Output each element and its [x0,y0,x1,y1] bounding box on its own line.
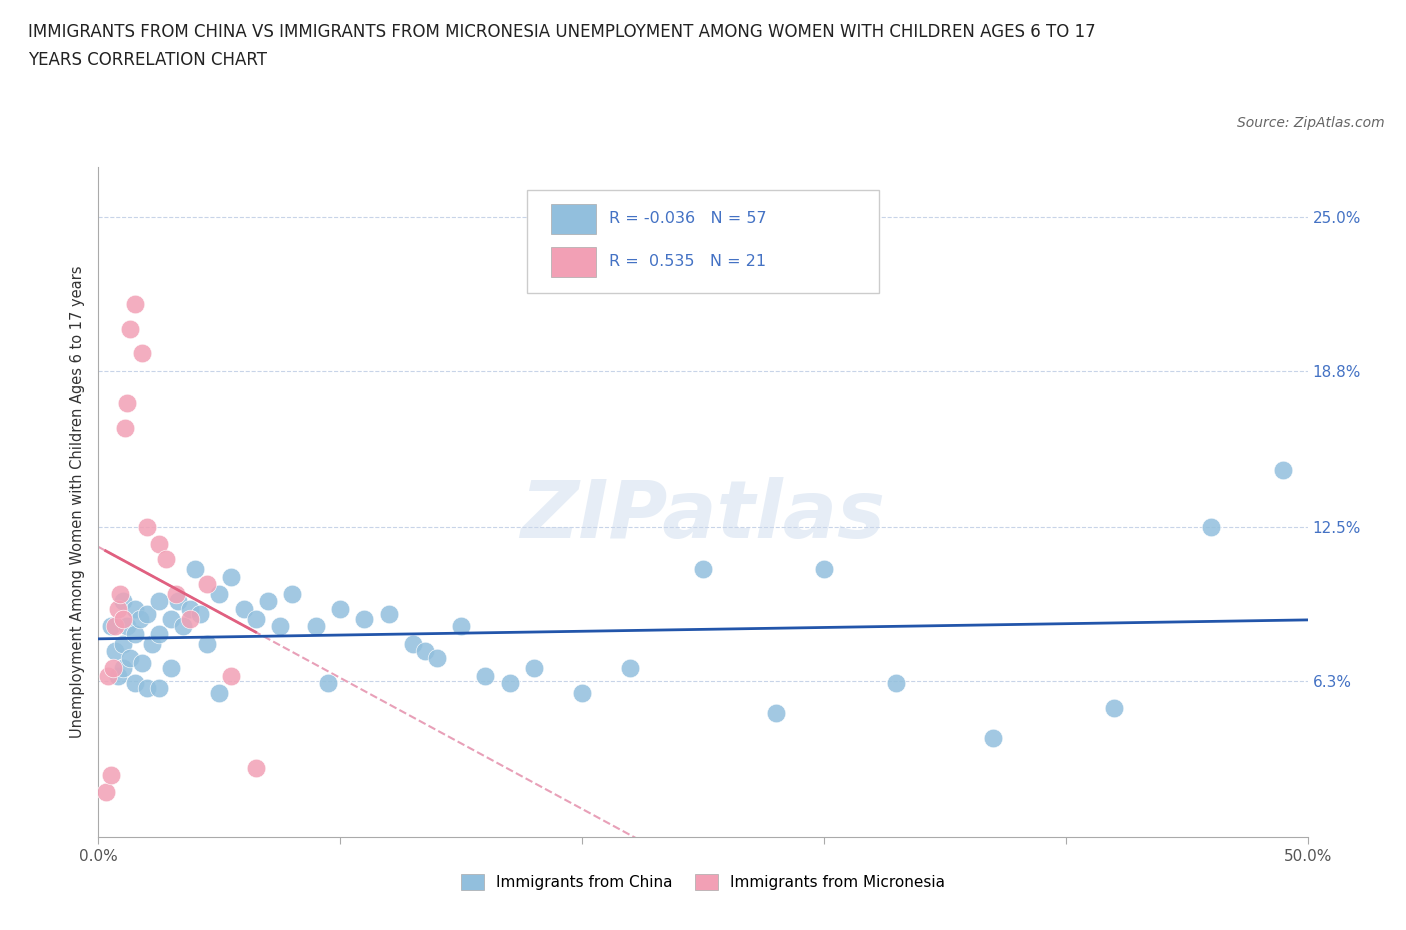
Point [886,676,908,691]
Point [148,626,170,641]
Point [108,587,131,602]
Point [111,636,134,651]
Point [221,669,243,684]
Point [172,618,194,633]
Text: YEARS CORRELATION CHART: YEARS CORRELATION CHART [28,51,267,69]
Text: IMMIGRANTS FROM CHINA VS IMMIGRANTS FROM MICRONESIA UNEMPLOYMENT AMONG WOMEN WIT: IMMIGRANTS FROM CHINA VS IMMIGRANTS FROM… [28,23,1095,41]
Point [114,420,136,435]
Point [111,594,134,609]
Point [269,618,291,633]
Point [232,602,254,617]
Point [155,551,177,566]
Point [124,676,146,691]
Point [179,602,201,617]
Point [402,636,425,651]
Point [148,681,170,696]
Point [208,587,231,602]
Point [981,730,1004,745]
Point [813,562,835,577]
Point [1199,520,1222,535]
Point [692,562,714,577]
Point [118,651,141,666]
Point [305,618,328,633]
Point [377,606,399,621]
Point [165,587,187,602]
Point [100,767,122,782]
Point [474,669,496,684]
Text: ZIPatlas: ZIPatlas [520,476,886,554]
Point [128,611,150,626]
Point [413,644,436,658]
Point [1102,700,1125,715]
Point [148,537,170,551]
Point [1272,462,1295,477]
Point [101,661,124,676]
Point [160,611,183,626]
Point [245,760,267,775]
Point [148,594,170,609]
Point [124,602,146,617]
Point [160,661,183,676]
Text: R = -0.036   N = 57: R = -0.036 N = 57 [609,211,766,226]
Point [111,611,134,626]
Point [124,626,146,641]
Point [100,618,122,633]
Point [245,611,267,626]
Point [135,681,157,696]
Text: Source: ZipAtlas.com: Source: ZipAtlas.com [1237,116,1385,130]
Point [208,685,231,700]
Point [107,602,129,617]
Point [124,297,146,312]
Point [131,346,153,361]
Point [256,594,278,609]
Point [94,785,117,800]
Text: R =  0.535   N = 21: R = 0.535 N = 21 [609,254,766,269]
Point [221,569,243,584]
Point [131,656,153,671]
Point [97,669,120,684]
Point [118,321,141,336]
Point [179,611,201,626]
Point [117,618,139,633]
Point [329,602,352,617]
Point [353,611,375,626]
Point [195,636,218,651]
Point [195,577,218,591]
Point [111,661,134,676]
Point [167,594,190,609]
Point [571,685,593,700]
Point [316,676,339,691]
Point [426,651,449,666]
Point [141,636,163,651]
Point [107,669,129,684]
Point [498,676,520,691]
Point [523,661,546,676]
Point [104,618,127,633]
Point [135,606,157,621]
Point [619,661,641,676]
Point [281,587,304,602]
Point [765,706,787,721]
Y-axis label: Unemployment Among Women with Children Ages 6 to 17 years: Unemployment Among Women with Children A… [70,266,86,738]
Legend: Immigrants from China, Immigrants from Micronesia: Immigrants from China, Immigrants from M… [454,868,952,897]
Point [117,395,139,410]
Point [184,562,207,577]
Point [104,644,127,658]
Point [188,606,211,621]
Point [135,520,157,535]
Point [450,618,472,633]
